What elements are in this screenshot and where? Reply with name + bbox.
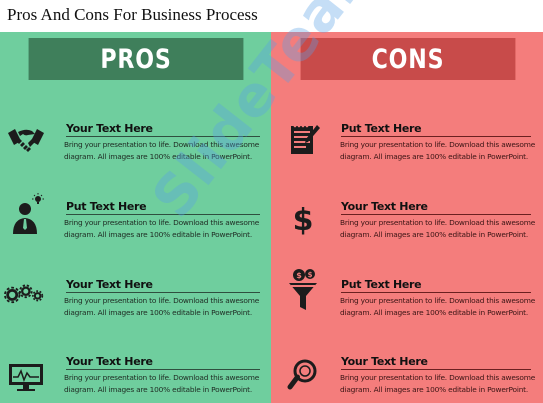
svg-text:$: $ xyxy=(308,271,313,279)
svg-text:$: $ xyxy=(293,203,314,238)
cons-item: $ $ Put Text Here Bring your presentatio… xyxy=(271,269,543,338)
pros-item-title: Your Text Here xyxy=(66,355,260,370)
page-title: Pros And Cons For Business Process xyxy=(7,5,258,24)
gears-icon xyxy=(4,274,44,314)
cons-item: $ Your Text Here Bring your presentation… xyxy=(271,200,543,260)
pros-item: Your Text Here Bring your presentation t… xyxy=(0,122,271,182)
cons-panel: CONS Put Text Here Bring your pr xyxy=(271,32,543,403)
cons-item-title: Put Text Here xyxy=(341,278,531,293)
cons-header: CONS xyxy=(300,38,516,80)
pros-header: PROS xyxy=(28,38,244,80)
svg-text:$: $ xyxy=(296,271,302,280)
cons-item-body: Bring your presentation to life. Downloa… xyxy=(340,140,536,161)
magnifier-icon xyxy=(283,355,323,395)
pros-item: Your Text Here Bring your presentation t… xyxy=(0,355,271,403)
cons-item: Put Text Here Bring your presentation to… xyxy=(271,122,543,182)
handshake-icon xyxy=(6,120,46,160)
notepad-pen-icon xyxy=(285,120,325,160)
cons-item-body: Bring your presentation to life. Downloa… xyxy=(340,373,536,394)
pros-item: Your Text Here Bring your presentation t… xyxy=(0,278,271,338)
pros-item-body: Bring your presentation to life. Downloa… xyxy=(64,296,260,317)
cons-item-title: Put Text Here xyxy=(341,122,531,137)
cons-item-body: Bring your presentation to life. Downloa… xyxy=(340,296,536,317)
pros-item-title: Your Text Here xyxy=(66,278,260,293)
pros-item-body: Bring your presentation to life. Downloa… xyxy=(64,218,260,239)
cons-item-title: Your Text Here xyxy=(341,200,531,215)
money-funnel-icon: $ $ xyxy=(283,269,323,310)
pros-item-title: Your Text Here xyxy=(66,122,260,137)
pros-item-title: Put Text Here xyxy=(66,200,260,215)
person-idea-icon xyxy=(8,193,48,234)
dollar-icon: $ xyxy=(283,198,323,238)
cons-item-body: Bring your presentation to life. Downloa… xyxy=(340,218,536,239)
pros-panel: PROS Your Text Here Bring your presentat… xyxy=(0,32,271,403)
pros-item-body: Bring your presentation to life. Downloa… xyxy=(64,140,260,161)
pros-item-body: Bring your presentation to life. Downloa… xyxy=(64,373,260,394)
monitor-chart-icon xyxy=(6,357,46,397)
cons-item-title: Your Text Here xyxy=(341,355,531,370)
pros-item: Put Text Here Bring your presentation to… xyxy=(0,193,271,260)
cons-item: Your Text Here Bring your presentation t… xyxy=(271,355,543,403)
